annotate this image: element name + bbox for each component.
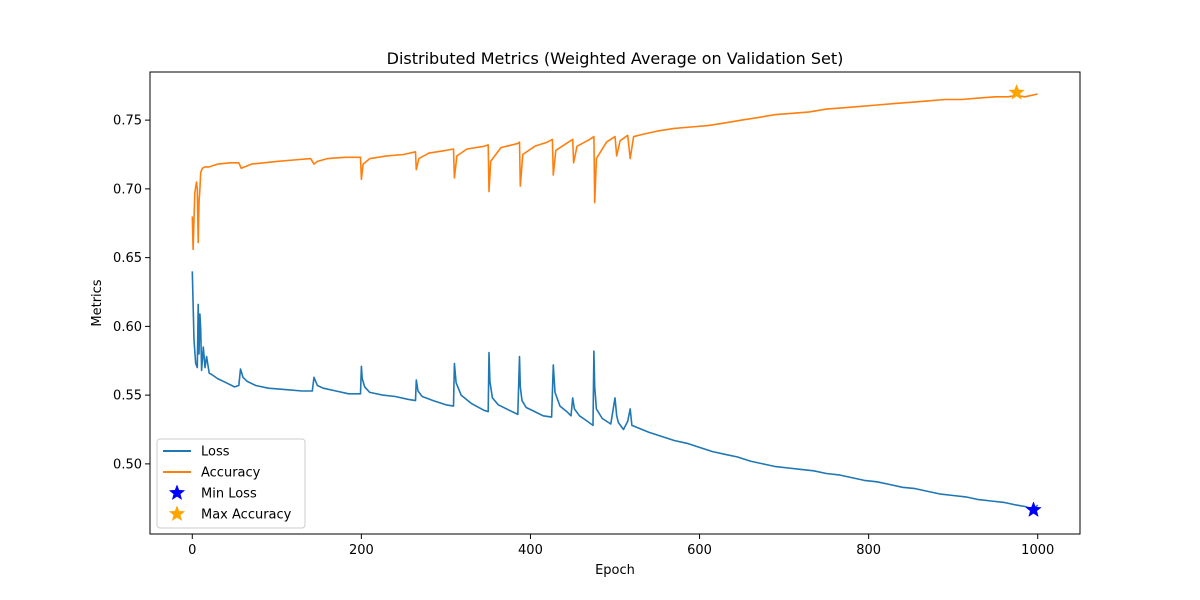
x-tick-label: 1000 <box>1021 543 1054 558</box>
loss-line <box>191 271 1039 511</box>
y-tick-label: 0.75 <box>113 114 142 129</box>
legend-label-accuracy: Accuracy <box>201 466 261 481</box>
y-tick-label: 0.55 <box>113 389 142 404</box>
y-axis: 0.50 0.55 0.60 0.65 0.70 0.75 <box>113 114 150 472</box>
y-axis-title: Metrics <box>90 279 105 326</box>
y-tick-label: 0.60 <box>113 320 142 335</box>
max-accuracy-marker <box>1008 83 1025 100</box>
series-layer <box>191 93 1039 511</box>
y-tick-label: 0.65 <box>113 251 142 266</box>
legend-label-min-loss: Min Loss <box>201 487 257 502</box>
legend-swatch-max-accuracy <box>168 505 186 522</box>
x-tick-label: 0 <box>188 543 196 558</box>
accuracy-line <box>191 93 1038 251</box>
chart-title: Distributed Metrics (Weighted Average on… <box>387 49 844 68</box>
y-tick-label: 0.70 <box>113 182 142 197</box>
legend-label-loss: Loss <box>201 445 230 460</box>
x-tick-label: 800 <box>856 543 881 558</box>
legend-items: Loss Accuracy Min Loss Max Accuracy <box>163 445 292 523</box>
legend-frame <box>156 438 306 529</box>
x-tick-label: 400 <box>518 543 543 558</box>
legend-label-max-accuracy: Max Accuracy <box>201 508 292 523</box>
marker-layer <box>1008 83 1042 517</box>
legend: Loss Accuracy Min Loss Max Accuracy <box>156 438 306 529</box>
x-axis-title: Epoch <box>595 563 635 578</box>
min-loss-marker <box>1025 501 1042 517</box>
plot-frame <box>149 71 1081 535</box>
legend-swatch-min-loss <box>168 484 186 501</box>
y-tick-label: 0.50 <box>113 457 142 472</box>
x-tick-label: 600 <box>687 543 712 558</box>
x-axis: 0 200 400 600 800 1000 <box>188 534 1054 558</box>
x-tick-label: 200 <box>349 543 374 558</box>
